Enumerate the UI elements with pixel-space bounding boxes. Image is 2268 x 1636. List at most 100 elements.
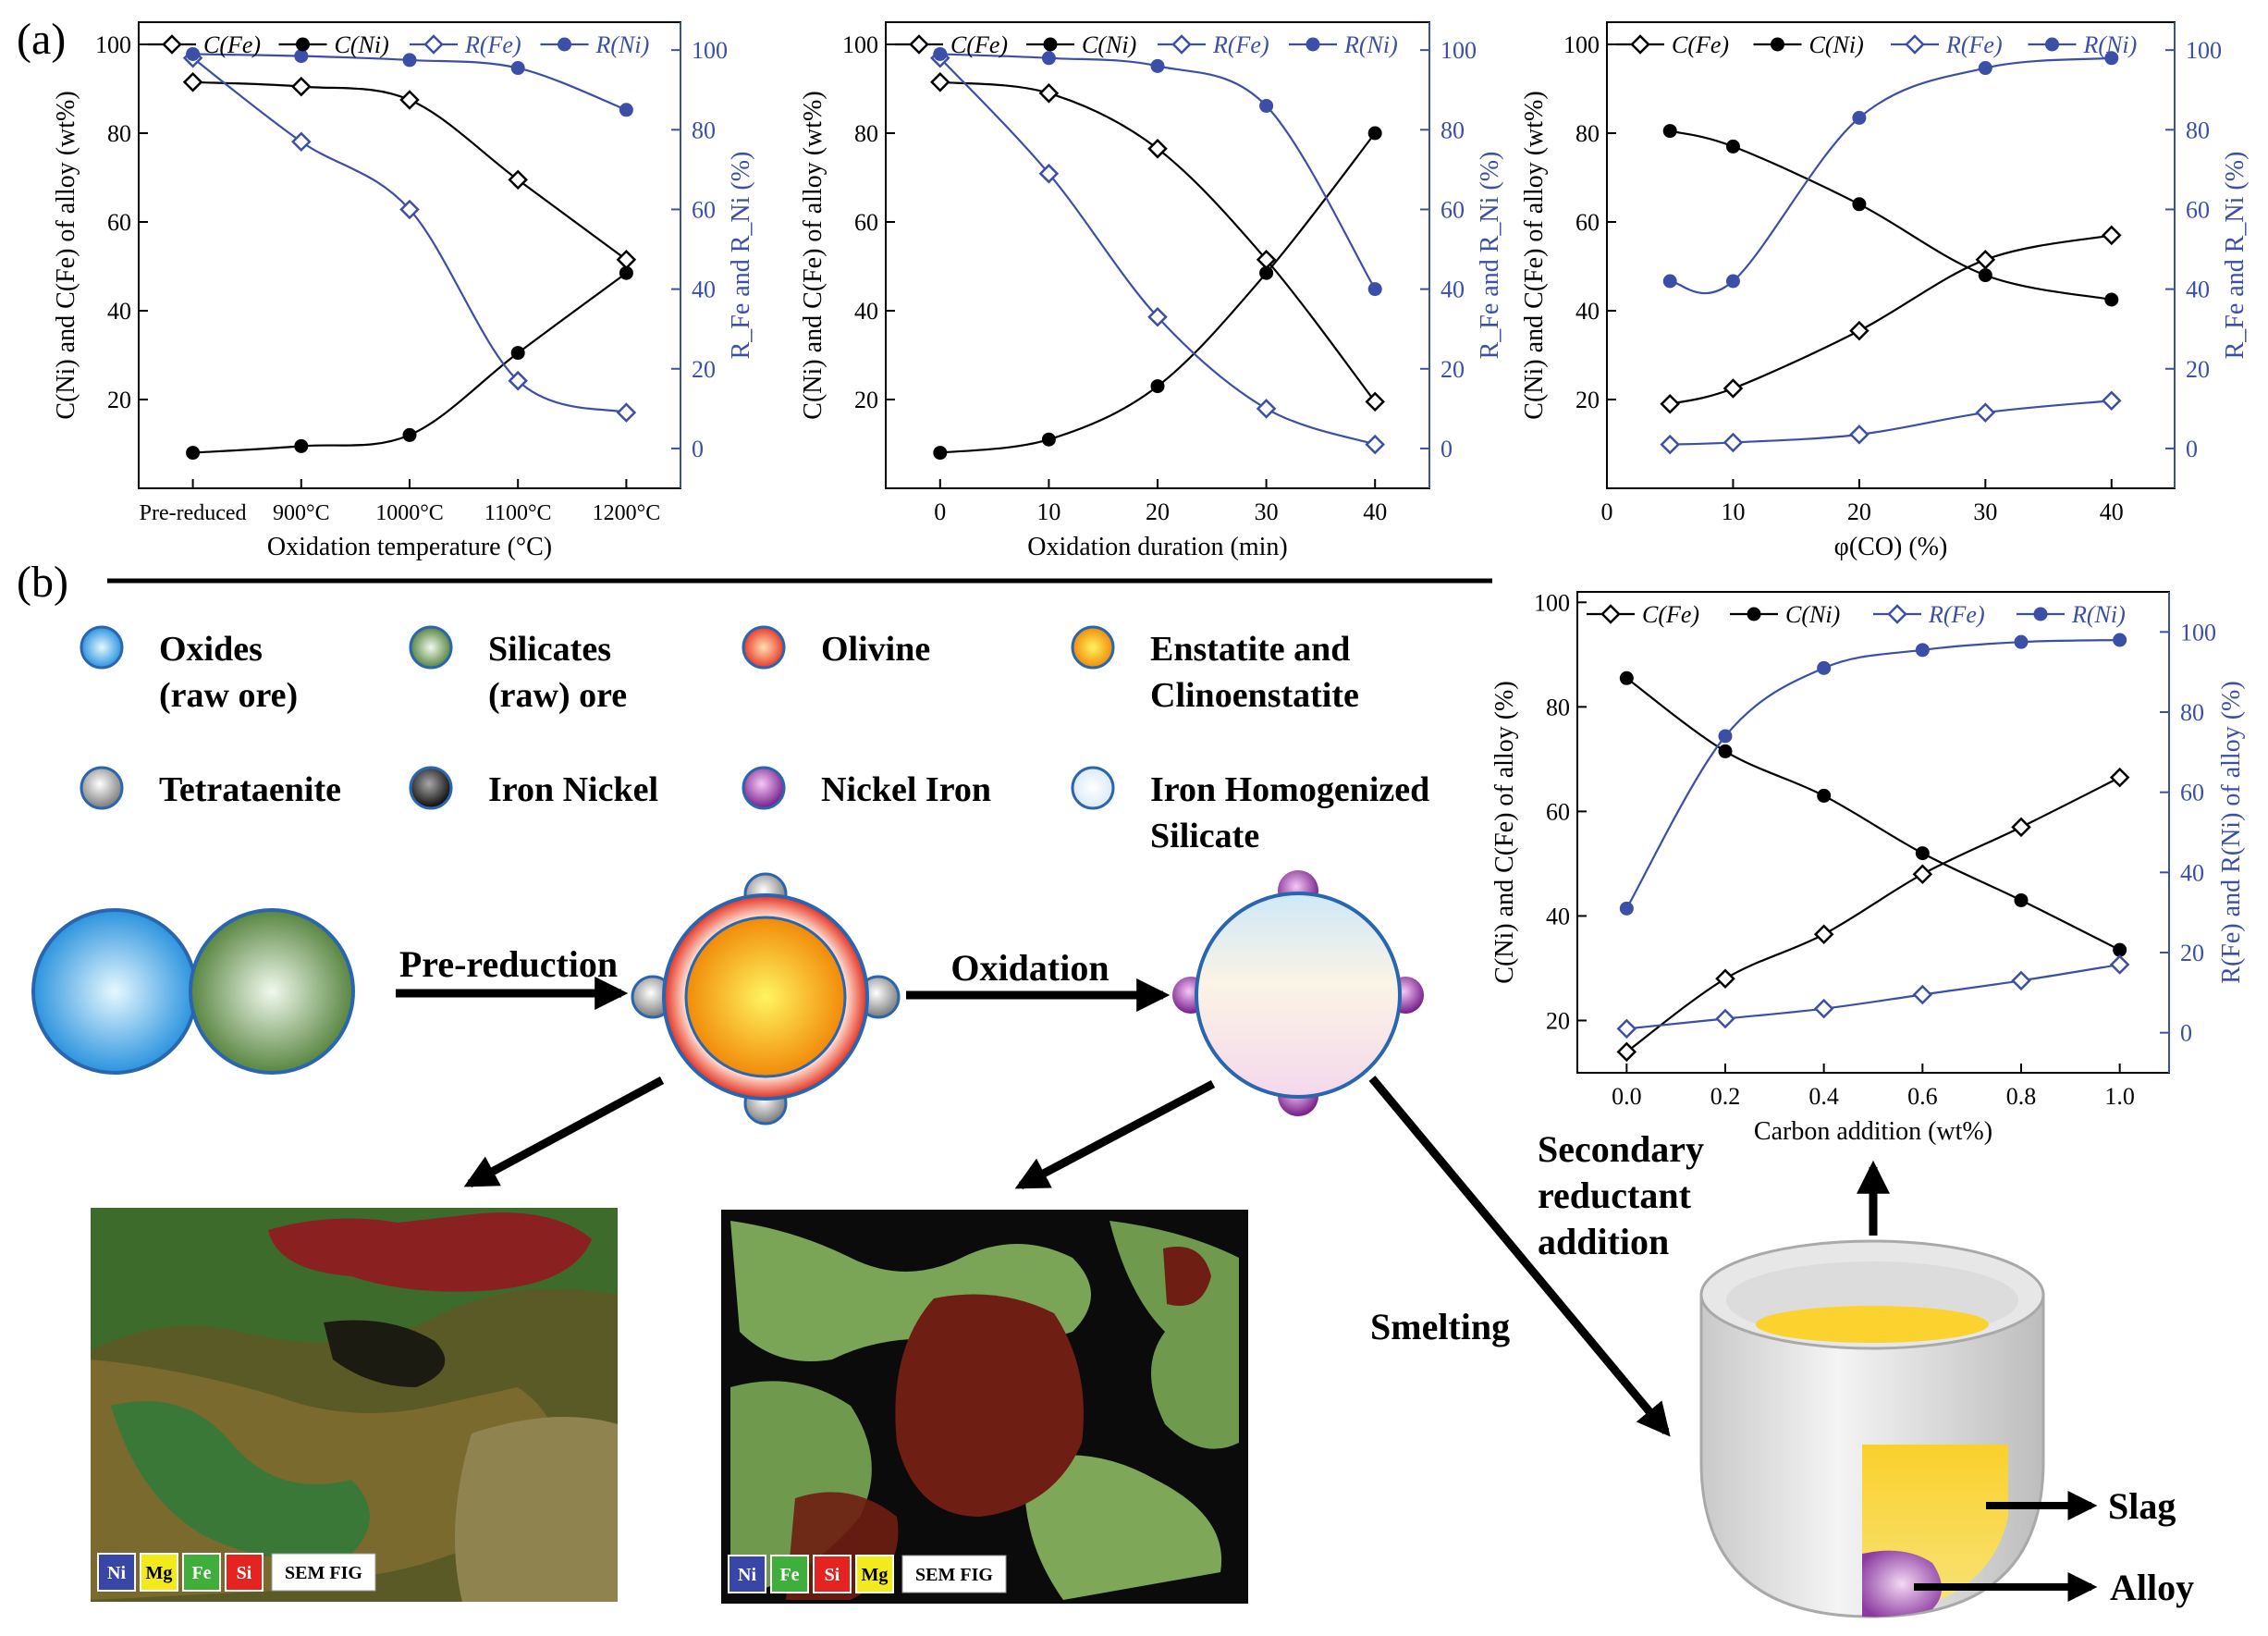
legend-label: C(Fe) <box>1672 31 1729 58</box>
x-tick-label: 30 <box>1973 498 1997 525</box>
data-point <box>182 72 203 92</box>
y-tick-label: 100 <box>1534 589 1570 616</box>
sem-right-red-small <box>1163 1247 1211 1306</box>
series-line-rfe <box>1626 963 2120 1030</box>
y-tick-label: 80 <box>854 120 878 147</box>
nickel-iron-ball-icon <box>742 766 786 810</box>
data-point <box>1619 670 1634 685</box>
data-point <box>1150 379 1165 394</box>
data-point <box>1718 744 1733 758</box>
data-point <box>2014 892 2029 907</box>
sem-image-pre-reduced: Ni Mg Fe Si SEM FIG <box>91 1208 618 1602</box>
legend-marker <box>1905 34 1925 55</box>
y2-tick-label: 40 <box>2186 277 2210 303</box>
sem-element-swatch <box>728 1555 766 1593</box>
y2-tick-label: 20 <box>692 356 716 383</box>
y-tick-label: 80 <box>107 120 131 147</box>
legend-b-label: Olivine <box>821 630 930 669</box>
y2-tick-label: 0 <box>2186 436 2198 462</box>
legend-b-label-line2: Silicate <box>1150 817 1259 855</box>
data-point <box>2109 954 2130 975</box>
legend-b-label: Enstatite and <box>1150 630 1350 669</box>
oxidation-label: Oxidation <box>950 947 1109 989</box>
data-point <box>1150 58 1165 73</box>
data-point <box>1978 61 1992 76</box>
data-point <box>1975 402 1996 423</box>
sem-tag-box <box>901 1555 1007 1593</box>
smelting-arrow <box>1368 1076 1671 1437</box>
data-point <box>399 199 420 220</box>
data-point <box>1718 729 1733 744</box>
y2-axis-label: R_Fe and R_Ni (%) <box>727 152 755 360</box>
data-point <box>1662 274 1677 289</box>
sem-element-label: Ni <box>107 1563 126 1583</box>
legend-b-label: Iron Nickel <box>488 770 658 809</box>
homogenized-silicate-particle <box>1195 892 1402 1099</box>
sem-left-grain <box>455 1417 618 1602</box>
chart-oxidation-temperature: 20 40 60 80 100 0 20 40 60 80 100 Pre-reduced 900°C 1… <box>52 21 755 561</box>
data-point <box>2014 634 2029 649</box>
x-tick-label: 30 <box>1255 498 1279 525</box>
x-axis-label: Carbon addition (wt%) <box>1754 1117 1992 1146</box>
y2-tick-label: 20 <box>2186 356 2210 383</box>
x-tick-label: 1200°C <box>593 501 661 525</box>
data-point <box>1041 432 1056 447</box>
legend-label: C(Ni) <box>335 31 389 58</box>
data-point <box>1715 968 1735 990</box>
data-point <box>616 250 637 270</box>
panel-label-a: (a) <box>17 15 66 64</box>
y-tick-label: 60 <box>1575 209 1600 236</box>
data-point <box>1912 984 1933 1005</box>
y-tick-label: 100 <box>842 31 878 58</box>
sem-element-swatch <box>140 1553 178 1592</box>
legend-label: C(Ni) <box>1082 31 1136 58</box>
legend-b-label: Iron Homogenized <box>1150 770 1429 809</box>
x-tick-label: 0 <box>934 498 946 525</box>
legend-label: R(Fe) <box>464 31 521 58</box>
y-tick-label: 80 <box>1575 120 1600 147</box>
x-tick-label: 1100°C <box>484 501 552 525</box>
x-tick-label: 0.2 <box>1710 1083 1741 1110</box>
series-line-cfe <box>939 80 1377 403</box>
y-tick-label: 20 <box>107 387 131 413</box>
series-line-cni <box>939 132 1377 454</box>
y2-tick-label: 100 <box>2186 37 2222 64</box>
y-axis-label: C(Ni) and C(Fe) of alloy (wt%) <box>1520 91 1549 419</box>
data-point <box>1817 660 1832 675</box>
data-point <box>1915 643 1930 658</box>
tetrataenite-ball-icon <box>80 766 124 810</box>
x-tick-label: 0.8 <box>2006 1083 2037 1110</box>
series-line-cfe <box>1625 776 2121 1053</box>
data-point <box>1725 139 1740 154</box>
legend-label: C(Fe) <box>1642 601 1699 628</box>
y2-tick-label: 40 <box>692 277 716 303</box>
process-diagram: Pre-reduction Oxidation Smelting Seconda… <box>31 870 2194 1618</box>
y2-tick-label: 40 <box>1440 277 1465 303</box>
raw-silicate-particle <box>189 908 355 1075</box>
sem-right-green-region-4 <box>1024 1455 1222 1600</box>
data-point <box>2011 817 2031 838</box>
data-point <box>1817 788 1832 803</box>
legend-marker <box>558 37 571 52</box>
legend-label: R(Ni) <box>2071 601 2126 628</box>
legend-label: C(Fe) <box>203 31 261 58</box>
data-point <box>2113 942 2127 957</box>
series-line-rni <box>1625 638 2120 909</box>
data-point <box>1849 320 1870 341</box>
data-point <box>2113 633 2127 647</box>
sem-element-label: Si <box>237 1563 252 1583</box>
legend-label: R(Ni) <box>2083 31 2138 58</box>
legend-marker <box>1630 34 1650 55</box>
data-point <box>1041 51 1056 66</box>
slag-label: Slag <box>2108 1485 2176 1527</box>
y2-tick-label: 60 <box>692 196 716 223</box>
y-tick-label: 20 <box>1575 387 1600 413</box>
melt-surface <box>1756 1306 1989 1343</box>
secondary-label-2: reductant <box>1538 1175 1692 1216</box>
y2-tick-label: 80 <box>2186 117 2210 143</box>
series-line-rni <box>939 53 1377 290</box>
series-line-rfe <box>191 56 627 414</box>
x-tick-label: 0.4 <box>1808 1083 1839 1110</box>
sem-left-green-vein <box>111 1401 370 1560</box>
